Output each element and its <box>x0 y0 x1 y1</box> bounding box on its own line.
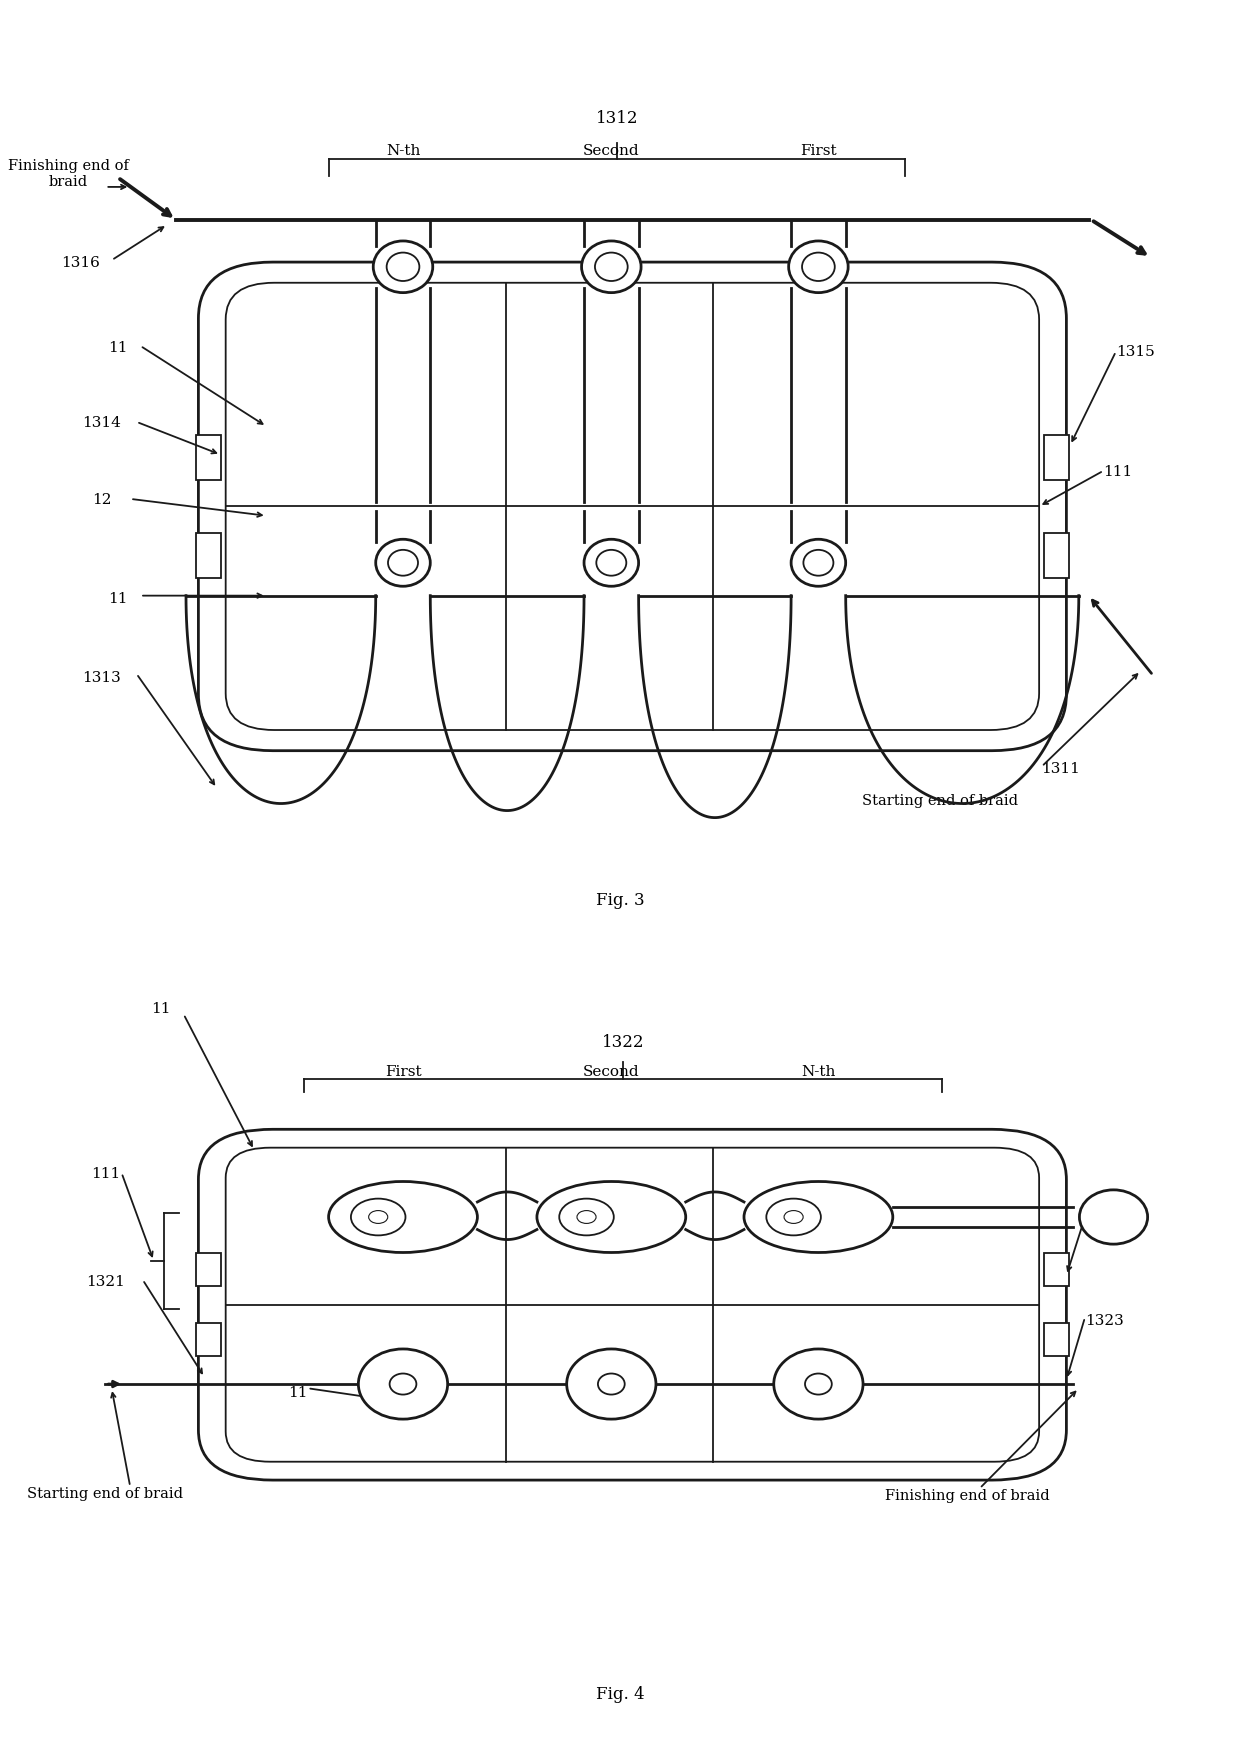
Text: 1311: 1311 <box>1042 762 1080 776</box>
Bar <box>1044 534 1069 579</box>
Text: 1313: 1313 <box>82 671 122 685</box>
Text: Second: Second <box>583 1064 640 1078</box>
Ellipse shape <box>791 539 846 588</box>
Text: 1312: 1312 <box>595 110 639 127</box>
Text: Finishing end of braid: Finishing end of braid <box>885 1489 1049 1502</box>
Ellipse shape <box>373 242 433 294</box>
Text: N-th: N-th <box>801 1064 836 1078</box>
Bar <box>1044 1254 1069 1287</box>
Text: 1322: 1322 <box>601 1033 645 1050</box>
Ellipse shape <box>577 1210 596 1224</box>
Text: Fig. 4: Fig. 4 <box>595 1685 645 1701</box>
Text: 11: 11 <box>151 1002 171 1016</box>
Ellipse shape <box>584 539 639 588</box>
Ellipse shape <box>805 1374 832 1395</box>
Ellipse shape <box>559 1198 614 1236</box>
Ellipse shape <box>582 242 641 294</box>
Text: Starting end of braid: Starting end of braid <box>27 1485 184 1499</box>
Text: 1316: 1316 <box>61 256 100 270</box>
Ellipse shape <box>537 1183 686 1252</box>
Bar <box>196 534 221 579</box>
Bar <box>196 1254 221 1287</box>
Ellipse shape <box>784 1210 804 1224</box>
Ellipse shape <box>595 254 627 282</box>
Ellipse shape <box>744 1183 893 1252</box>
Text: First: First <box>800 144 837 158</box>
Text: 11: 11 <box>288 1386 308 1400</box>
Text: Fig. 3: Fig. 3 <box>595 890 645 908</box>
Text: Starting end of braid: Starting end of braid <box>862 793 1018 807</box>
Ellipse shape <box>376 539 430 588</box>
Text: 111: 111 <box>91 1167 120 1181</box>
Text: 12: 12 <box>92 492 112 506</box>
Ellipse shape <box>1079 1189 1147 1245</box>
FancyBboxPatch shape <box>226 1148 1039 1462</box>
Ellipse shape <box>596 551 626 576</box>
Text: 1314: 1314 <box>82 416 122 430</box>
Ellipse shape <box>358 1349 448 1419</box>
Ellipse shape <box>368 1210 388 1224</box>
Text: N-th: N-th <box>386 144 420 158</box>
Ellipse shape <box>802 254 835 282</box>
FancyBboxPatch shape <box>226 283 1039 730</box>
Bar <box>196 436 221 480</box>
Ellipse shape <box>804 551 833 576</box>
Bar <box>196 1323 221 1356</box>
Ellipse shape <box>789 242 848 294</box>
Ellipse shape <box>389 1374 417 1395</box>
Text: First: First <box>384 1064 422 1078</box>
Text: 11: 11 <box>108 591 128 607</box>
Text: 111: 111 <box>1104 464 1133 478</box>
Ellipse shape <box>387 254 419 282</box>
Text: Finishing end of
braid: Finishing end of braid <box>7 158 129 190</box>
Ellipse shape <box>351 1198 405 1236</box>
Bar <box>1044 1323 1069 1356</box>
Text: 11: 11 <box>108 341 128 355</box>
Text: 1323: 1323 <box>1085 1313 1123 1327</box>
Ellipse shape <box>774 1349 863 1419</box>
Text: 12: 12 <box>1085 1210 1105 1224</box>
Text: Second: Second <box>583 144 640 158</box>
Ellipse shape <box>388 551 418 576</box>
Ellipse shape <box>766 1198 821 1236</box>
Text: 1321: 1321 <box>86 1275 125 1289</box>
Text: 1315: 1315 <box>1116 344 1154 360</box>
Ellipse shape <box>329 1183 477 1252</box>
Ellipse shape <box>567 1349 656 1419</box>
Bar <box>1044 436 1069 480</box>
Ellipse shape <box>598 1374 625 1395</box>
